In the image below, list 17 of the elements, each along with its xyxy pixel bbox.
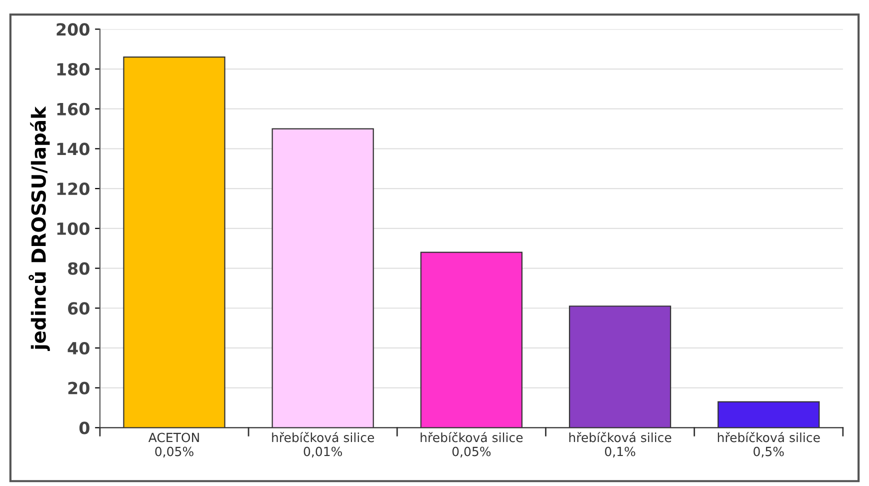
y-tick-label: 200 [56, 23, 90, 36]
y-tick-label: 0 [79, 422, 90, 434]
y-tick-label: 100 [57, 222, 90, 235]
y-axis-title: jedinců DROSSU/lapák [28, 106, 50, 351]
y-tick-label: 40 [68, 342, 90, 355]
x-tick-label: hřebíčková silice 0,1% [569, 432, 672, 458]
x-tick-label: hřebíčková silice 0,5% [718, 432, 820, 458]
y-tick-label: 80 [68, 262, 90, 275]
y-tick-label: 20 [68, 382, 90, 394]
y-tick-label: 120 [57, 182, 90, 196]
x-tick-label: hřebíčková silice 0,05% [420, 432, 523, 458]
y-tick-label: 160 [57, 102, 90, 116]
x-tick-label: hřebíčková silice 0,01% [272, 432, 374, 458]
x-tick-label: ACETON 0,05% [148, 432, 199, 458]
y-tick-label: 180 [57, 62, 90, 76]
y-tick-label: 60 [68, 302, 90, 315]
y-tick-label: 140 [57, 142, 90, 156]
